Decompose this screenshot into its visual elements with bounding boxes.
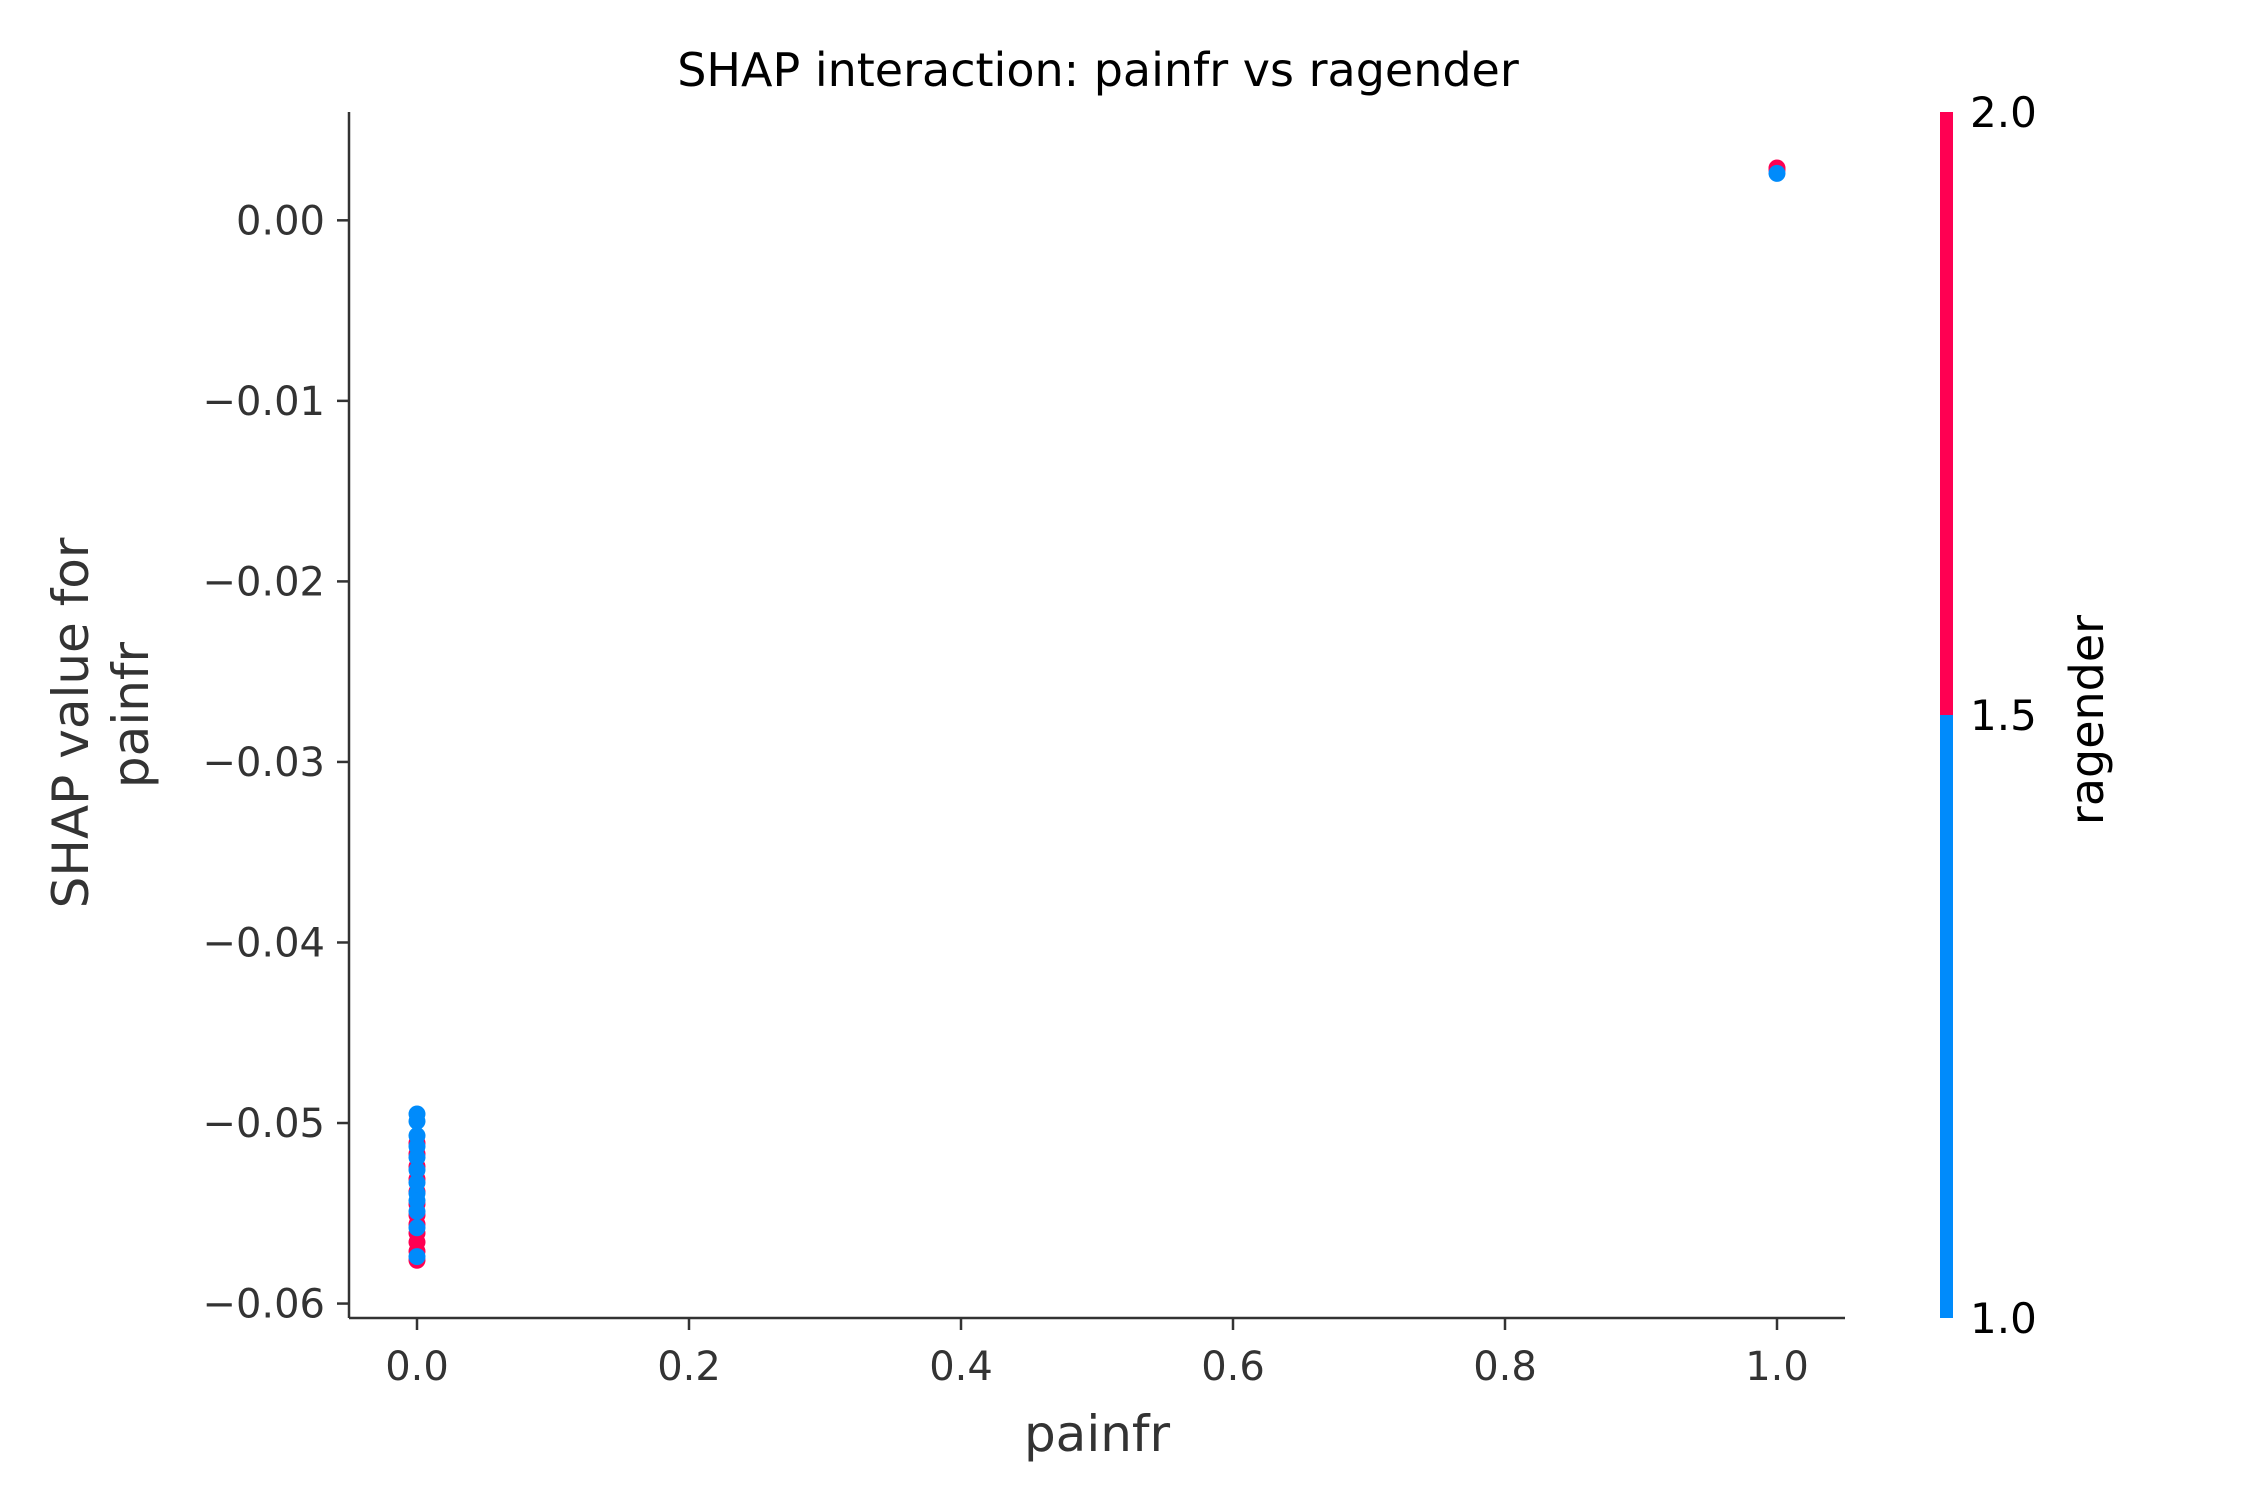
y-tick-label: 0.00 <box>236 198 325 244</box>
colorbar-tick-label: 1.0 <box>1970 1294 2037 1343</box>
scatter-point <box>408 1161 426 1179</box>
y-axis-label-line-1: SHAP value for <box>42 537 100 908</box>
y-tick-label: −0.05 <box>202 1101 325 1147</box>
y-axis-label-line-2: painfr <box>102 642 160 789</box>
y-axis-ticks: 0.00 −0.01 −0.02 −0.03 −0.04 −0.05 −0.06 <box>202 198 349 1328</box>
x-tick-label: 0.4 <box>929 1344 993 1390</box>
y-tick-label: −0.01 <box>202 379 325 425</box>
x-tick-label: 1.0 <box>1745 1344 1809 1390</box>
chart-title: SHAP interaction: painfr vs ragender <box>677 43 1519 97</box>
colorbar <box>1940 112 1953 1318</box>
x-tick-label: 0.6 <box>1201 1344 1265 1390</box>
x-tick-label: 0.8 <box>1473 1344 1537 1390</box>
y-axis-label: SHAP value for painfr <box>42 522 160 909</box>
y-tick-label: −0.06 <box>202 1282 325 1328</box>
scatter-point <box>408 1148 426 1166</box>
colorbar-ticks: 1.0 1.5 2.0 <box>1970 88 2037 1343</box>
scatter-point <box>408 1248 426 1266</box>
scatter-point <box>408 1219 426 1237</box>
scatter-point <box>408 1202 426 1220</box>
y-tick-label: −0.02 <box>202 559 325 605</box>
y-tick-label: −0.04 <box>202 920 325 966</box>
scatter-points <box>408 159 1786 1269</box>
y-tick-label: −0.03 <box>202 740 325 786</box>
scatter-point <box>408 1112 426 1130</box>
x-axis-label: painfr <box>1024 1405 1171 1463</box>
colorbar-tick-label: 2.0 <box>1970 88 2037 137</box>
colorbar-label: ragender <box>2060 615 2114 825</box>
colorbar-tick-label: 1.5 <box>1970 691 2037 740</box>
x-axis-ticks: 0.0 0.2 0.4 0.6 0.8 1.0 <box>385 1318 1809 1390</box>
x-tick-label: 0.2 <box>657 1344 721 1390</box>
x-tick-label: 0.0 <box>385 1344 449 1390</box>
scatter-point <box>1768 164 1786 182</box>
